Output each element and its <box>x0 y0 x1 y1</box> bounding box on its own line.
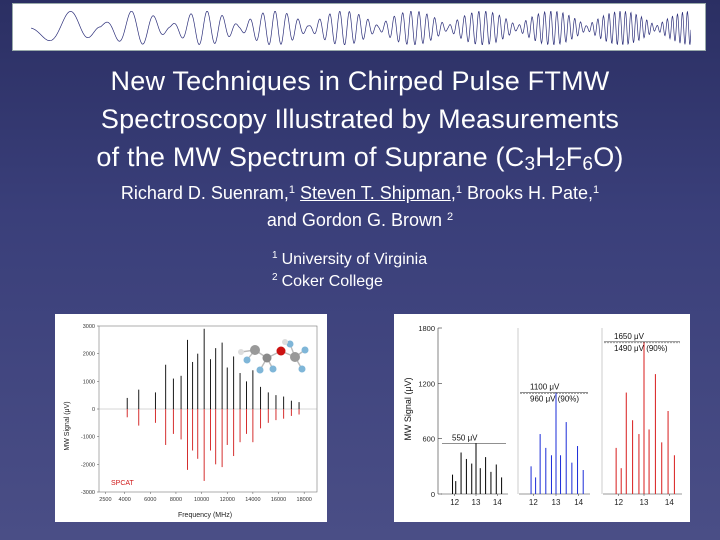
molecule-atom <box>290 352 300 362</box>
author-brown: and Gordon G. Brown <box>266 210 442 230</box>
affiliation-number: 2 <box>272 272 278 283</box>
title-line-3: of the MW Spectrum of Suprane (C3H2F6O) <box>0 138 720 176</box>
spectrum-x-tick-label: 8000 <box>170 497 182 503</box>
comparison-x-tick-label: 14 <box>665 498 674 507</box>
comparison-x-tick-label: 13 <box>472 498 481 507</box>
spectrum-y-tick-label: 0 <box>92 407 95 413</box>
author-suenram-affil: 1 <box>288 184 296 196</box>
author-brown-affil: 2 <box>447 211 454 223</box>
comparison-x-tick-label: 12 <box>614 498 623 507</box>
spectrum-x-tick-label: 10000 <box>194 497 209 503</box>
full-spectrum-chart: MW Signal (μV) Frequency (MHz) SPCAT 300… <box>55 314 327 522</box>
spectrum-y-tick-label: 3000 <box>83 324 95 330</box>
formula-element-h: H <box>535 142 555 172</box>
spectrum-y-tick-label: 2000 <box>83 352 95 358</box>
title-line-3-suffix: O) <box>593 142 624 172</box>
comparison-y-tick-label: 1800 <box>418 324 435 333</box>
comparison-x-tick-label: 14 <box>493 498 502 507</box>
formula-sub-2: 2 <box>554 154 566 175</box>
comparison-y-tick-label: 1200 <box>418 379 435 388</box>
molecule-atom <box>298 365 306 373</box>
affiliation-name: University of Virginia <box>281 251 428 268</box>
affiliation-item: 2 Coker College <box>272 271 427 293</box>
comparison-x-tick-label: 13 <box>552 498 561 507</box>
spectrum-x-tick-label: 2500 <box>99 497 111 503</box>
spectrum-y-tick-label: -3000 <box>81 490 95 496</box>
molecule-atom <box>301 346 309 354</box>
molecule-atom <box>286 340 294 348</box>
chirp-waveform-banner <box>12 3 706 51</box>
spectrum-y-axis-label: MW Signal (μV) <box>64 401 71 450</box>
affiliation-list: 1 University of Virginia 2 Coker College <box>272 249 427 293</box>
comparison-peak-label: 1650 μV <box>614 332 645 341</box>
affiliation-name: Coker College <box>281 273 383 290</box>
slide-title: New Techniques in Chirped Pulse FTMW Spe… <box>0 62 720 176</box>
molecule-atom <box>262 353 272 363</box>
suprane-molecule-icon <box>238 339 309 374</box>
comparison-y-tick-label: 600 <box>422 435 435 444</box>
spectrum-x-tick-label: 12000 <box>220 497 235 503</box>
comparison-peak-label: 960 μV (90%) <box>530 395 579 404</box>
comparison-x-tick-label: 13 <box>640 498 649 507</box>
author-shipman-comma: , <box>450 183 456 203</box>
molecule-atom <box>250 345 260 355</box>
comparison-peak-label: 1100 μV <box>530 383 560 392</box>
comparison-x-tick-label: 12 <box>529 498 538 507</box>
author-shipman: Steven T. Shipman <box>300 183 451 203</box>
spectrum-y-tick-label: -2000 <box>81 462 95 468</box>
chirp-waveform-icon <box>31 11 691 45</box>
affiliation-number: 1 <box>272 250 278 261</box>
title-line-1: New Techniques in Chirped Pulse FTMW <box>110 66 610 96</box>
spectrum-y-tick-label: -1000 <box>81 435 95 441</box>
spectrum-x-tick-label: 6000 <box>144 497 156 503</box>
spectrum-x-axis-label: Frequency (MHz) <box>178 512 232 519</box>
chirp-waveform-line <box>31 11 691 45</box>
spectrum-x-tick-label: 14000 <box>245 497 260 503</box>
title-line-3-prefix: of the MW Spectrum of Suprane (C <box>96 142 525 172</box>
molecule-atom <box>238 349 244 355</box>
comparison-x-tick-label: 12 <box>450 498 459 507</box>
spcat-annotation: SPCAT <box>111 480 135 487</box>
signal-comparison-svg: MW Signal (μV) 1800 1200 600 0 12 13 14 550 μV 1… <box>403 324 682 507</box>
author-shipman-affil: 1 <box>455 184 462 196</box>
molecule-atom <box>276 346 286 356</box>
comparison-peak-label: 1490 μV (90%) <box>614 344 668 353</box>
title-line-2: Spectroscopy Illustrated by Measurements <box>100 104 620 134</box>
formula-element-f: F <box>565 142 583 172</box>
molecule-atom <box>269 365 277 373</box>
molecule-atom <box>256 366 264 374</box>
affiliation-item: 1 University of Virginia <box>272 249 427 271</box>
author-pate-affil: 1 <box>593 184 600 196</box>
signal-comparison-chart: MW Signal (μV) 1800 1200 600 0 12 13 14 550 μV 1… <box>394 314 690 522</box>
formula-sub-1: 3 <box>524 154 536 175</box>
spectrum-x-tick-label: 16000 <box>271 497 286 503</box>
spectrum-x-tick-label: 18000 <box>297 497 312 503</box>
full-spectrum-svg: MW Signal (μV) Frequency (MHz) SPCAT 300… <box>64 324 318 519</box>
comparison-peak-label: 550 μV <box>452 433 478 442</box>
molecule-atom <box>243 356 251 364</box>
formula-sub-3: 6 <box>582 154 594 175</box>
comparison-y-tick-label: 0 <box>431 490 435 499</box>
comparison-x-tick-label: 14 <box>574 498 583 507</box>
comparison-y-axis-label: MW Signal (μV) <box>403 377 413 440</box>
author-list: Richard D. Suenram,1 Steven T. Shipman,1… <box>0 180 720 234</box>
spectrum-y-tick-label: 1000 <box>83 379 95 385</box>
author-suenram: Richard D. Suenram, <box>120 183 289 203</box>
molecule-atom <box>282 339 288 345</box>
author-pate: Brooks H. Pate, <box>466 183 594 203</box>
author-line-1: Richard D. Suenram,1 Steven T. Shipman,1… <box>0 180 720 207</box>
spectrum-x-tick-label: 4000 <box>119 497 131 503</box>
author-line-2: and Gordon G. Brown 2 <box>0 207 720 234</box>
